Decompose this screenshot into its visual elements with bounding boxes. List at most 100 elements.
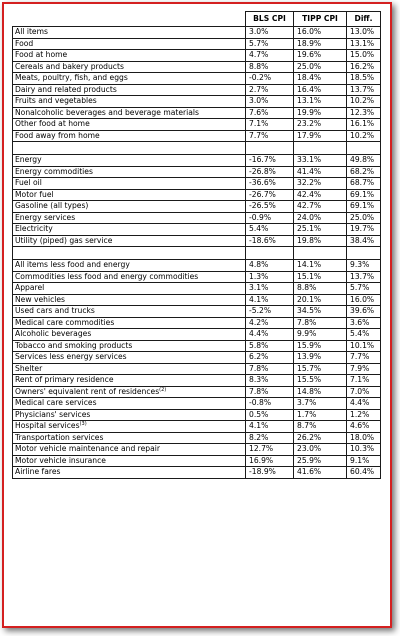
row-label-text: Cereals and bakery products: [15, 61, 124, 71]
table-row: Dairy and related products 2.7% 16.4% 13.7%: [12, 83, 381, 96]
table-row: Hospital services(3) 4.1% 8.7% 4.6%: [12, 420, 381, 433]
bls-cpi-value: 7.1%: [245, 118, 294, 131]
row-label-text: Food at home: [15, 50, 68, 60]
tipp-cpi-value: 23.2%: [293, 118, 347, 131]
tipp-cpi-value: 18.4%: [293, 72, 347, 85]
diff-value: 13.1%: [346, 37, 381, 50]
tipp-cpi-value: 13.9%: [293, 351, 347, 364]
row-label-text: Shelter: [15, 363, 43, 373]
diff-value: 13.0%: [346, 26, 381, 39]
row-label: [12, 141, 246, 155]
row-label-text: Fuel oil: [15, 178, 42, 188]
row-label-text: Dairy and related products: [15, 84, 117, 94]
bls-cpi-value: -5.2%: [245, 305, 294, 318]
diff-value: 18.5%: [346, 72, 381, 85]
table-row: Medical care commodities 4.2% 7.8% 3.6%: [12, 316, 381, 329]
bls-cpi-value: 4.8%: [245, 259, 294, 272]
bls-cpi-value: [245, 246, 294, 260]
tipp-cpi-value: 16.0%: [293, 26, 347, 39]
tipp-cpi-value: 15.5%: [293, 374, 347, 387]
table-row: Airline fares -18.9% 41.6% 60.4%: [12, 466, 381, 479]
diff-value: 4.4%: [346, 397, 381, 410]
table-row: Energy services -0.9% 24.0% 25.0%: [12, 211, 381, 224]
table-row: Rent of primary residence 8.3% 15.5% 7.1%: [12, 374, 381, 387]
diff-value: 60.4%: [346, 466, 381, 479]
row-label-text: Transportation services: [15, 432, 104, 442]
row-label: Electricity: [12, 223, 246, 236]
table-row: Commodities less food and energy commodi…: [12, 270, 381, 283]
diff-value: 69.1%: [346, 188, 381, 201]
diff-value: 10.3%: [346, 443, 381, 456]
diff-value: 5.4%: [346, 328, 381, 341]
diff-value: [346, 141, 381, 155]
tipp-cpi-value: 24.0%: [293, 211, 347, 224]
row-label-text: Energy services: [15, 212, 76, 222]
row-label: New vehicles: [12, 293, 246, 306]
diff-value: 7.7%: [346, 351, 381, 364]
tipp-cpi-value: 15.1%: [293, 270, 347, 283]
row-label-text: Tobacco and smoking products: [15, 340, 133, 350]
table-row: Cereals and bakery products 8.8% 25.0% 16.2…: [12, 60, 381, 73]
row-label: Meats, poultry, fish, and eggs: [12, 72, 246, 85]
diff-value: 7.9%: [346, 362, 381, 375]
diff-value: 15.0%: [346, 49, 381, 62]
table-row: Food 5.7% 18.9% 13.1%: [12, 37, 381, 50]
bls-cpi-value: 1.3%: [245, 270, 294, 283]
bls-cpi-value: -26.7%: [245, 188, 294, 201]
tipp-cpi-value: 14.1%: [293, 259, 347, 272]
row-label: Energy services: [12, 211, 246, 224]
row-label-text: Fruits and vegetables: [15, 96, 97, 106]
table-row: Transportation services 8.2% 26.2% 18.0%: [12, 431, 381, 444]
table-row: All items 3.0% 16.0% 13.0%: [12, 26, 381, 39]
row-label-text: Food away from home: [15, 130, 100, 140]
tipp-cpi-value: 3.7%: [293, 397, 347, 410]
row-label: Energy: [12, 154, 246, 167]
diff-value: 38.4%: [346, 234, 381, 247]
tipp-cpi-value: 25.1%: [293, 223, 347, 236]
row-label-text: Commodities less food and energy commodi…: [15, 271, 199, 281]
bls-cpi-value: 5.7%: [245, 37, 294, 50]
bls-cpi-value: -18.9%: [245, 466, 294, 479]
table-row: Electricity 5.4% 25.1% 19.7%: [12, 223, 381, 236]
row-label: Transportation services: [12, 431, 246, 444]
tipp-cpi-value: 41.6%: [293, 466, 347, 479]
tipp-cpi-value: [293, 141, 347, 155]
bls-cpi-value: -36.6%: [245, 177, 294, 190]
row-label-text: All items: [15, 27, 48, 37]
table-row: Motor fuel -26.7% 42.4% 69.1%: [12, 188, 381, 201]
row-label-text: Energy commodities: [15, 166, 93, 176]
diff-value: 68.7%: [346, 177, 381, 190]
header-bls-cpi: BLS CPI: [245, 11, 294, 27]
footnote-marker: (3): [79, 421, 87, 428]
tipp-cpi-value: 41.4%: [293, 165, 347, 178]
diff-value: 13.7%: [346, 270, 381, 283]
diff-value: 19.7%: [346, 223, 381, 236]
row-label-text: Used cars and trucks: [15, 306, 95, 316]
diff-value: 18.0%: [346, 431, 381, 444]
bls-cpi-value: 16.9%: [245, 454, 294, 467]
diff-value: 12.3%: [346, 106, 381, 119]
bls-cpi-value: 7.7%: [245, 129, 294, 142]
row-label: Shelter: [12, 362, 246, 375]
row-label-text: All items less food and energy: [15, 260, 130, 270]
header-row: BLS CPI TIPP CPI Diff.: [12, 11, 381, 27]
row-label: All items: [12, 26, 246, 39]
row-label-text: Apparel: [15, 283, 45, 293]
table-row: Gasoline (all types) -26.5% 42.7% 69.1%: [12, 200, 381, 213]
tipp-cpi-value: [293, 246, 347, 260]
table-body: All items 3.0% 16.0% 13.0% Food 5.7% 18.9% 13.1…: [12, 26, 381, 479]
table-row: Physicians' services 0.5% 1.7% 1.2%: [12, 408, 381, 421]
row-label: All items less food and energy: [12, 259, 246, 272]
table-row: Food at home 4.7% 19.6% 15.0%: [12, 49, 381, 62]
diff-value: 39.6%: [346, 305, 381, 318]
tipp-cpi-value: 19.8%: [293, 234, 347, 247]
table-row: Fruits and vegetables 3.0% 13.1% 10.2%: [12, 95, 381, 108]
tipp-cpi-value: 23.0%: [293, 443, 347, 456]
bls-cpi-value: -0.9%: [245, 211, 294, 224]
table-row: New vehicles 4.1% 20.1% 16.0%: [12, 293, 381, 306]
row-label-text: Gasoline (all types): [15, 201, 89, 211]
tipp-cpi-value: 15.9%: [293, 339, 347, 352]
bls-cpi-value: -0.8%: [245, 397, 294, 410]
diff-value: 25.0%: [346, 211, 381, 224]
bls-cpi-value: 4.4%: [245, 328, 294, 341]
